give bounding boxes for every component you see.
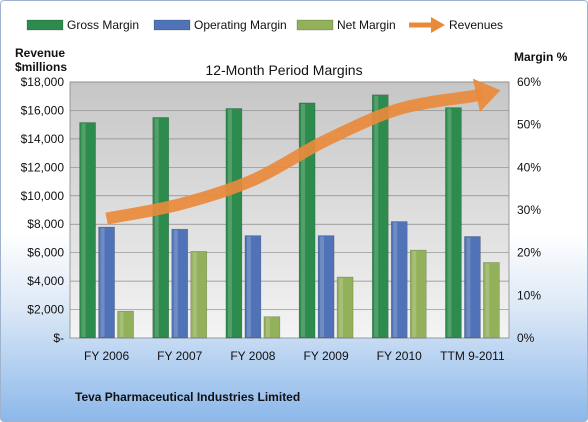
x-axis-ticks: FY 2006 FY 2007 FY 2008 FY 2009 FY 2010 TTM 9… [84,349,505,363]
legend-swatch-operating-margin [153,19,191,31]
left-tick-label: $10,000 [21,189,65,203]
left-tick-label: $16,000 [21,103,65,117]
bar-highlight [100,228,105,337]
bar-highlight [301,103,306,337]
bar-highlight [339,277,344,337]
bar-net-margin-fy-2006 [117,310,134,339]
bar-gross-margin-fy-2006 [79,122,96,339]
legend-label-operating-margin: Operating Margin [194,18,287,32]
bar-gross-margin-ttm-9-2011 [445,107,462,339]
bar-highlight [412,251,417,337]
left-axis-label-line2: $millions [15,60,67,74]
bar-net-margin-fy-2009 [336,276,354,339]
revenue-arrowhead [472,78,501,112]
right-axis-label: Margin % [514,50,568,64]
right-tick-label: 60% [517,75,541,89]
chart-title: 12-Month Period Margins [205,62,362,78]
bar-net-margin-fy-2010 [409,249,427,339]
bar-net-margin-fy-2008 [263,316,281,339]
revenue-line [105,88,484,225]
bar-operating-margin-fy-2006 [98,226,115,339]
right-tick-label: 10% [517,288,541,302]
left-axis-ticks: $- $2,000 $4,000 $6,000 $8,000 $10,000 $12,000… [21,75,65,345]
bar-highlight [227,109,232,337]
company-name: Teva Pharmaceutical Industries Limited [75,390,301,404]
left-tick-label: $8,000 [27,217,64,231]
legend-swatch-gross-margin [26,19,64,31]
bar-gross-margin-fy-2010 [371,94,389,339]
left-tick-label: $2,000 [27,303,64,317]
legend: Gross Margin Operating Margin Net Margin Re… [26,17,503,33]
bar-highlight [466,237,471,337]
bar-highlight [447,108,452,337]
right-axis-ticks: 0% 10% 20% 30% 40% 50% 60% [517,75,541,345]
right-tick-label: 20% [517,246,541,260]
bar-highlight [154,118,159,337]
bar-operating-margin-ttm-9-2011 [464,236,481,339]
legend-label-revenues: Revenues [449,18,503,32]
bar-operating-margin-fy-2007 [171,228,189,339]
x-tick-fy-2007: FY 2007 [157,349,202,363]
bar-group [79,94,500,339]
right-tick-label: 0% [517,331,535,345]
legend-label-net-margin: Net Margin [337,18,396,32]
bar-gross-margin-fy-2009 [298,102,316,339]
bar-net-margin-ttm-9-2011 [483,262,500,339]
bar-gross-margin-fy-2008 [225,108,243,339]
bar-highlight [246,236,251,337]
legend-swatch-net-margin [296,19,334,31]
revenue-line-group [105,78,501,225]
bar-highlight [374,95,379,337]
bar-operating-margin-fy-2008 [244,235,262,339]
legend-label-gross-margin: Gross Margin [67,18,139,32]
bar-highlight [119,312,124,337]
left-tick-label: $14,000 [21,132,65,146]
bar-highlight [81,123,86,338]
bar-highlight [485,263,490,337]
legend-arrowhead [431,17,445,33]
x-tick-fy-2008: FY 2008 [230,349,275,363]
bar-highlight [393,222,398,337]
x-tick-ttm-9-2011: TTM 9-2011 [440,349,505,363]
bar-net-margin-fy-2007 [190,251,208,339]
x-tick-fy-2006: FY 2006 [84,349,129,363]
bar-highlight [192,252,197,337]
left-tick-label: $18,000 [21,75,65,89]
right-tick-label: 40% [517,160,541,174]
x-tick-fy-2009: FY 2009 [304,349,349,363]
left-tick-label: $12,000 [21,160,65,174]
bar-highlight [265,317,270,337]
bar-operating-margin-fy-2010 [390,221,408,339]
left-tick-label: $4,000 [27,274,64,288]
bar-operating-margin-fy-2009 [317,235,335,339]
bar-highlight [320,236,325,337]
left-tick-label: $- [53,331,64,345]
x-tick-fy-2010: FY 2010 [377,349,422,363]
right-tick-label: 50% [517,118,541,132]
left-tick-label: $6,000 [27,246,64,260]
right-tick-label: 30% [517,203,541,217]
bar-gross-margin-fy-2007 [152,117,170,339]
left-axis-label-line1: Revenue [15,46,65,60]
bar-highlight [173,230,178,337]
